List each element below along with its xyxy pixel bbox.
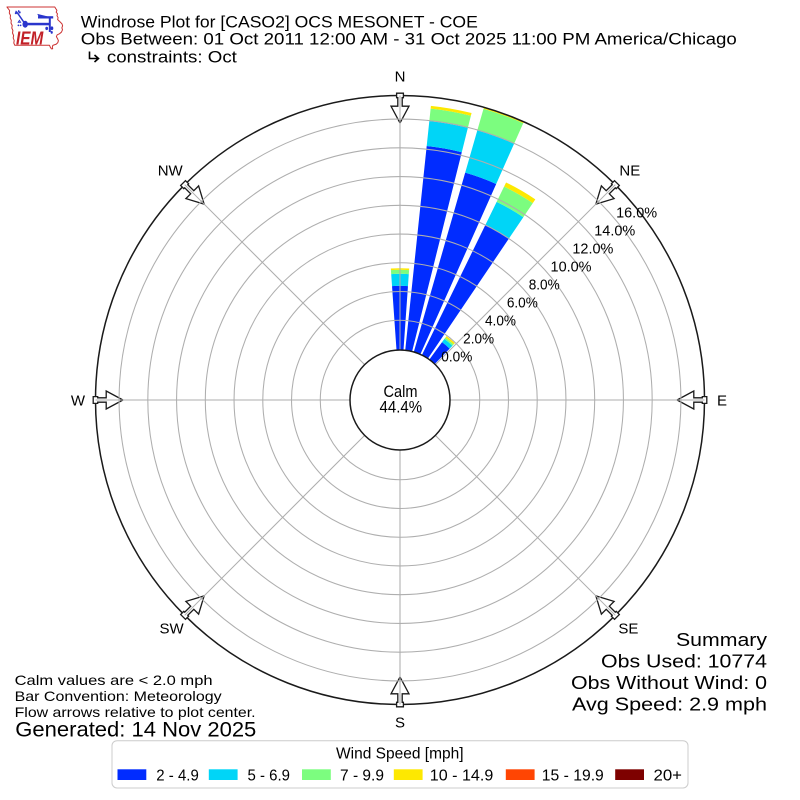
svg-text:N: N xyxy=(395,68,406,85)
svg-text:Obs Used: 10774: Obs Used: 10774 xyxy=(601,651,767,671)
svg-text:44.4%: 44.4% xyxy=(380,399,423,417)
svg-text:10 - 14.9: 10 - 14.9 xyxy=(430,767,494,784)
svg-text:14.0%: 14.0% xyxy=(594,224,635,240)
svg-text:SE: SE xyxy=(618,621,638,638)
svg-text:NE: NE xyxy=(619,162,640,179)
svg-text:8.0%: 8.0% xyxy=(529,278,560,294)
svg-text:12.0%: 12.0% xyxy=(572,242,613,258)
svg-text:Summary: Summary xyxy=(676,630,767,650)
svg-text:7 - 9.9: 7 - 9.9 xyxy=(340,767,384,784)
svg-text:Windrose Plot for [CASO2] OCS: Windrose Plot for [CASO2] OCS MESONET - … xyxy=(81,12,478,31)
svg-text:Calm: Calm xyxy=(384,383,418,401)
svg-text:0.0%: 0.0% xyxy=(441,350,472,366)
svg-text:Avg Speed: 2.9 mph: Avg Speed: 2.9 mph xyxy=(572,695,767,715)
svg-text:Obs Without Wind: 0: Obs Without Wind: 0 xyxy=(571,673,767,693)
svg-text:6.0%: 6.0% xyxy=(507,296,538,312)
svg-text:15 - 19.9: 15 - 19.9 xyxy=(542,767,604,784)
svg-text:4.0%: 4.0% xyxy=(485,314,516,330)
svg-text:constraints: Oct: constraints: Oct xyxy=(107,47,237,66)
svg-text:S: S xyxy=(395,714,405,731)
svg-text:10.0%: 10.0% xyxy=(551,260,592,276)
svg-text:W: W xyxy=(71,392,86,409)
svg-text:5 - 6.9: 5 - 6.9 xyxy=(248,767,291,784)
svg-text:Flow arrows relative to plot c: Flow arrows relative to plot center. xyxy=(15,704,256,720)
svg-text:Calm values are < 2.0 mph: Calm values are < 2.0 mph xyxy=(15,672,213,688)
svg-text:2.0%: 2.0% xyxy=(463,332,494,348)
svg-text:Wind Speed [mph]: Wind Speed [mph] xyxy=(336,745,464,762)
svg-text:20+: 20+ xyxy=(654,767,683,784)
svg-text:Generated: 14 Nov 2025: Generated: 14 Nov 2025 xyxy=(15,719,256,742)
svg-text:Bar Convention: Meteorology: Bar Convention: Meteorology xyxy=(15,688,222,704)
svg-text:NW: NW xyxy=(158,162,184,179)
svg-text:SW: SW xyxy=(160,621,185,638)
svg-text:E: E xyxy=(717,392,727,409)
svg-text:Obs Between: 01 Oct 2011 12:00: Obs Between: 01 Oct 2011 12:00 AM - 31 O… xyxy=(81,30,737,49)
svg-text:16.0%: 16.0% xyxy=(616,206,657,222)
svg-text:2 - 4.9: 2 - 4.9 xyxy=(156,767,199,784)
svg-text:IEM: IEM xyxy=(16,28,44,48)
